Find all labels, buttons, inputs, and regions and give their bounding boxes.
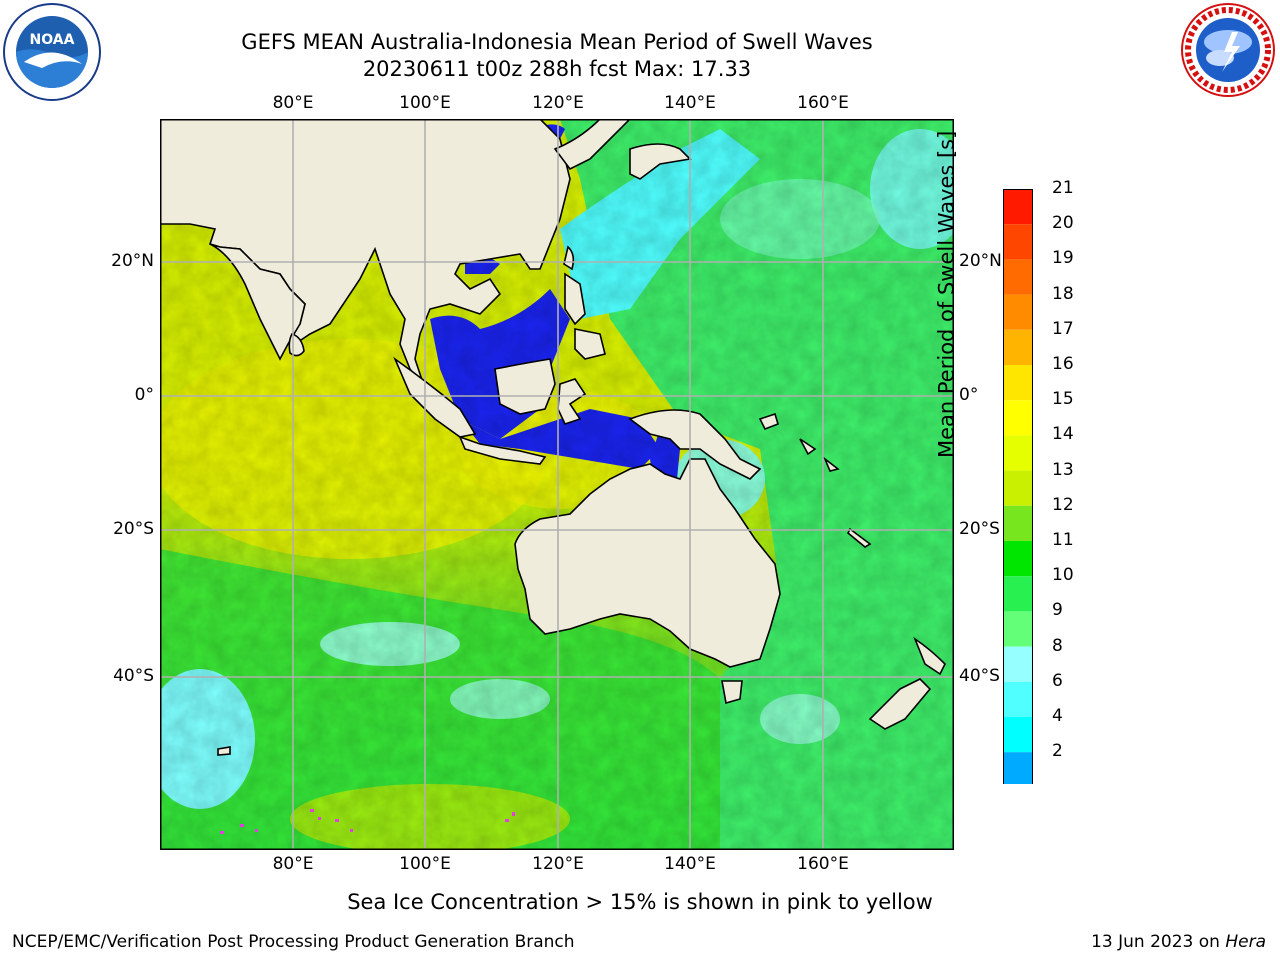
lon-label-bottom: 80°E xyxy=(272,854,314,874)
colorbar-swatch xyxy=(1003,365,1033,401)
colorbar-swatch xyxy=(1003,259,1033,295)
colorbar-tick-label: 2 xyxy=(1052,741,1063,762)
lon-label-top: 120°E xyxy=(532,93,584,113)
sea-ice-specks xyxy=(220,809,515,834)
colorbar-tick-label: 21 xyxy=(1052,178,1074,198)
colorbar xyxy=(1002,189,1034,817)
colorbar-swatch xyxy=(1003,224,1033,260)
nws-logo xyxy=(1180,2,1276,98)
map-subtitle: 20230611 t00z 288h fcst Max: 17.33 xyxy=(362,57,752,81)
lon-label-bottom: 100°E xyxy=(399,854,451,874)
lon-label-top: 100°E xyxy=(399,93,451,113)
colorbar-swatch xyxy=(1003,646,1033,682)
lat-label-left: 40°S xyxy=(113,666,154,686)
lon-label-top: 160°E xyxy=(797,93,849,113)
lat-label-left: 20°S xyxy=(113,519,154,539)
colorbar-tick-label: 15 xyxy=(1052,389,1074,410)
credit-text: NCEP/EMC/Verification Post Processing Pr… xyxy=(12,932,575,952)
colorbar-swatch xyxy=(1003,681,1033,717)
host-name: Hera xyxy=(1225,932,1266,952)
date-label: 13 Jun 2023 on xyxy=(1091,932,1226,952)
colorbar-tick-label: 20 xyxy=(1052,213,1074,234)
colorbar-swatch xyxy=(1003,470,1033,506)
colorbar-tick-label: 17 xyxy=(1052,318,1074,339)
colorbar-tick-label: 14 xyxy=(1052,424,1074,445)
map-panel xyxy=(145,118,970,854)
lat-label-right: 20°S xyxy=(959,519,1000,539)
lon-label-bottom: 120°E xyxy=(532,854,584,874)
lat-label-left: 0° xyxy=(134,385,154,405)
date-text: 13 Jun 2023 on Hera xyxy=(1091,932,1266,952)
colorbar-tick-label: 16 xyxy=(1052,354,1074,374)
lat-label-right: 20°N xyxy=(959,251,1002,271)
colorbar-swatch xyxy=(1003,717,1033,753)
colorbar-swatches xyxy=(1002,189,1034,817)
colorbar-swatch xyxy=(1003,611,1033,647)
colorbar-swatch xyxy=(1003,576,1033,612)
swell-period-map xyxy=(145,118,970,854)
colorbar-swatch xyxy=(1003,329,1033,365)
graticule xyxy=(160,119,954,850)
lat-label-left: 20°N xyxy=(111,251,154,271)
lon-label-bottom: 160°E xyxy=(797,854,849,874)
colorbar-tick-label: 12 xyxy=(1052,494,1074,515)
colorbar-swatch xyxy=(1003,541,1033,577)
colorbar-tick-label: 10 xyxy=(1052,565,1074,586)
colorbar-swatch xyxy=(1003,752,1033,788)
colorbar-tick-label: 11 xyxy=(1052,530,1074,550)
sea-ice-note: Sea Ice Concentration > 15% is shown in … xyxy=(347,890,933,914)
colorbar-tick-label: 6 xyxy=(1052,670,1063,691)
colorbar-tick-label: 4 xyxy=(1052,706,1063,726)
colorbar-tick-label: 19 xyxy=(1052,248,1074,269)
colorbar-swatch xyxy=(1003,189,1033,225)
colorbar-tick-label: 8 xyxy=(1052,635,1063,656)
lon-label-top: 80°E xyxy=(272,93,314,113)
lat-label-right: 40°S xyxy=(959,666,1000,686)
colorbar-tick-label: 18 xyxy=(1052,283,1074,304)
lat-label-right: 0° xyxy=(959,385,979,405)
colorbar-label: Mean Period of Swell Waves [s] xyxy=(934,130,959,458)
colorbar-swatch xyxy=(1003,505,1033,541)
noaa-logo: NOAA xyxy=(2,2,102,102)
colorbar-tick-label: 9 xyxy=(1052,600,1063,621)
colorbar-tick-label: 13 xyxy=(1052,459,1074,480)
lon-label-top: 140°E xyxy=(664,93,716,113)
map-title: GEFS MEAN Australia-Indonesia Mean Perio… xyxy=(241,30,873,54)
svg-text:NOAA: NOAA xyxy=(30,32,75,48)
lon-label-bottom: 140°E xyxy=(664,854,716,874)
colorbar-swatch xyxy=(1003,294,1033,330)
colorbar-swatch xyxy=(1003,435,1033,471)
colorbar-swatch xyxy=(1003,400,1033,436)
